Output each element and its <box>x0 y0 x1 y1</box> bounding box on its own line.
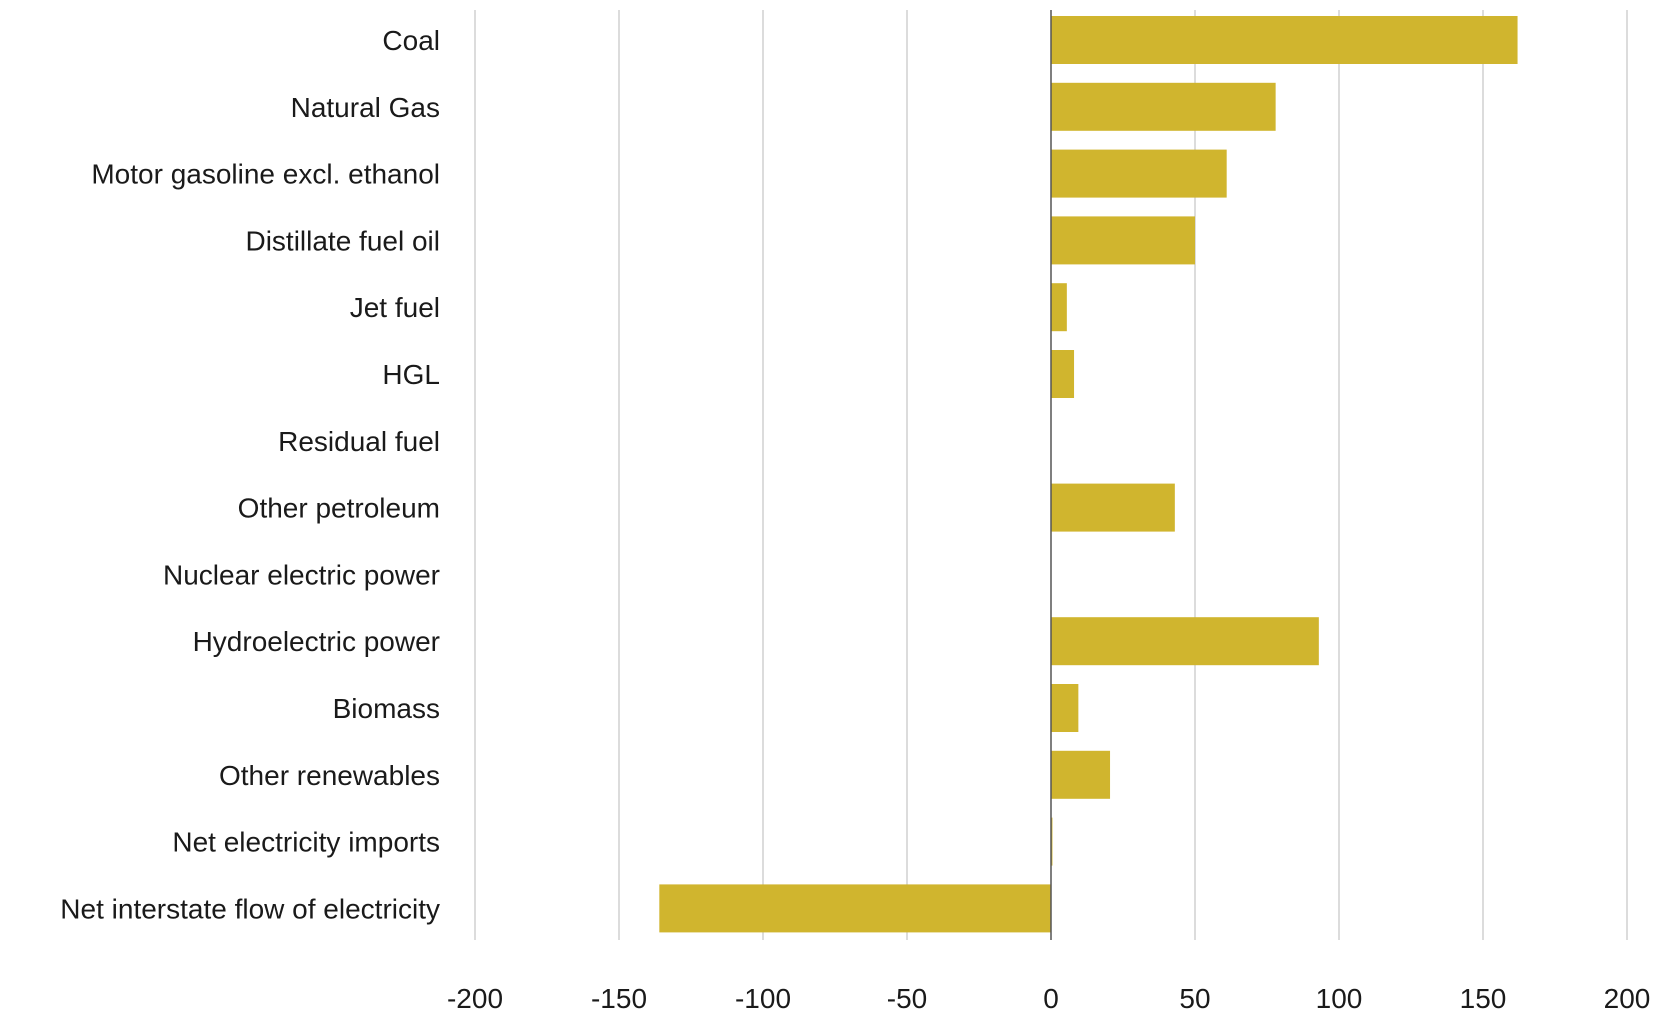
x-tick-label: -150 <box>591 983 647 1014</box>
bar <box>1051 684 1079 732</box>
bar <box>1051 82 1276 131</box>
category-label: Nuclear electric power <box>163 559 440 590</box>
category-label: Other petroleum <box>238 493 440 524</box>
x-tick-label: 200 <box>1604 983 1651 1014</box>
category-label: Natural Gas <box>291 92 440 123</box>
bar <box>1051 16 1518 64</box>
category-label: Distillate fuel oil <box>245 225 440 256</box>
bar <box>1051 617 1319 666</box>
x-tick-label: -50 <box>887 983 927 1014</box>
bar <box>1051 350 1075 398</box>
category-labels: Coal Natural Gas Motor gasoline excl. etha… <box>60 25 440 924</box>
x-tick-label: -100 <box>735 983 791 1014</box>
x-tick-label: -200 <box>447 983 503 1014</box>
category-label: Net interstate flow of electricity <box>60 893 440 924</box>
x-tick-labels: -200 -150 -100 -50 0 50 100 150 200 <box>447 983 1650 1014</box>
bar <box>659 884 1051 933</box>
category-label: Motor gasoline excl. ethanol <box>91 159 440 190</box>
category-label: Biomass <box>333 693 440 724</box>
bar <box>1051 216 1195 265</box>
x-tick-label: 0 <box>1043 983 1059 1014</box>
category-label: Coal <box>382 25 440 56</box>
x-tick-label: 100 <box>1316 983 1363 1014</box>
category-label: Other renewables <box>219 760 440 791</box>
bar <box>1051 149 1227 198</box>
bar <box>1051 483 1175 532</box>
category-label: Jet fuel <box>350 292 440 323</box>
bars <box>659 16 1518 933</box>
category-label: Residual fuel <box>278 426 440 457</box>
x-tick-label: 150 <box>1460 983 1507 1014</box>
bar <box>1051 750 1111 799</box>
category-label: Net electricity imports <box>172 827 440 858</box>
bar <box>1051 283 1067 332</box>
category-label: HGL <box>382 359 440 390</box>
x-tick-label: 50 <box>1179 983 1210 1014</box>
category-label: Hydroelectric power <box>193 626 440 657</box>
